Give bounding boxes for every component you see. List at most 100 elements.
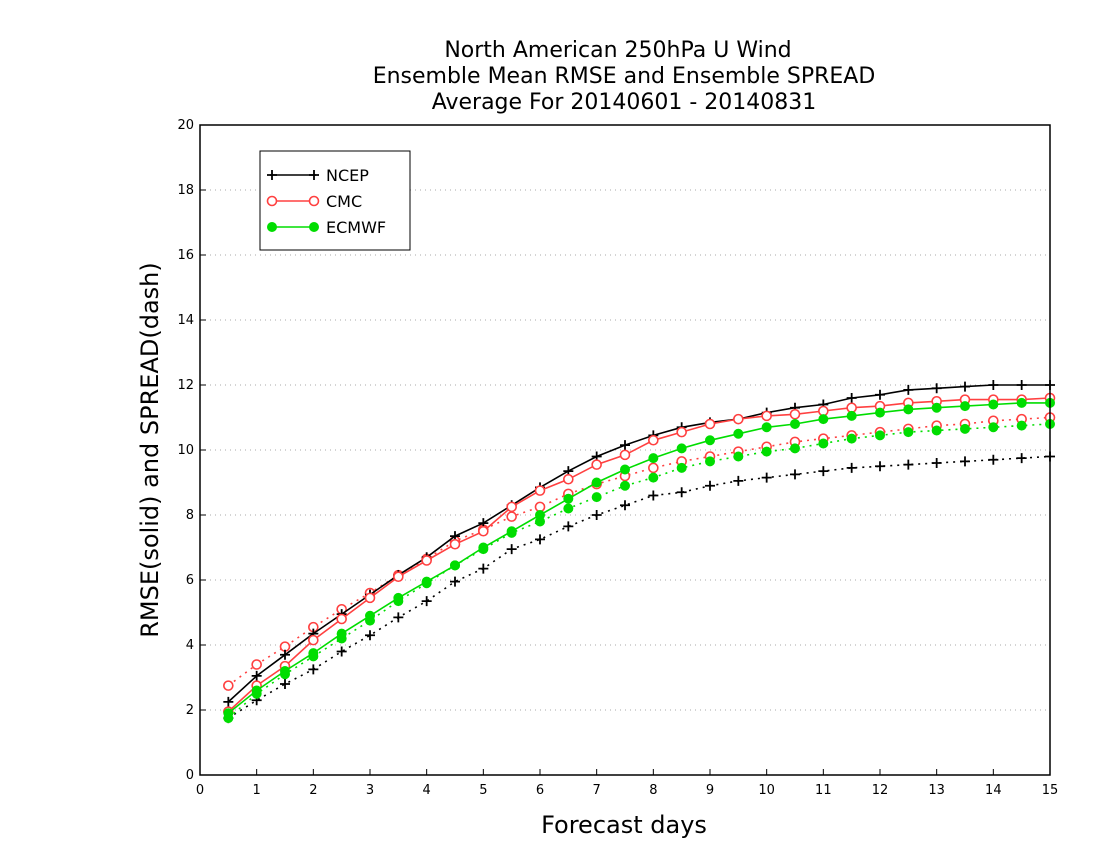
- point-ncep-rmse: [846, 393, 857, 403]
- point-ecmwf-rmse: [676, 443, 687, 454]
- y-tick-label: 0: [186, 768, 194, 783]
- x-tick-label: 12: [872, 783, 889, 798]
- point-ecmwf-rmse: [251, 685, 262, 696]
- point-ncep-rmse: [1016, 380, 1027, 390]
- line-ecmwf-spread: [227, 423, 1051, 719]
- point-ncep-spread: [591, 510, 602, 520]
- point-ncep-spread: [620, 500, 630, 511]
- line-ecmwf-rmse: [227, 402, 1050, 714]
- point-cmc-rmse: [421, 555, 432, 566]
- legend-label-ncep: NCEP: [326, 166, 369, 185]
- point-ecmwf-spread: [705, 456, 715, 467]
- x-tick-label: 3: [366, 783, 374, 798]
- x-tick-label: 7: [593, 783, 601, 798]
- x-tick-label: 10: [758, 783, 775, 798]
- point-cmc-rmse: [733, 413, 744, 425]
- point-ncep-spread: [790, 469, 800, 480]
- legend-marker-cmc: [266, 195, 278, 207]
- title-line-3: Average For 20140601 - 20140831: [432, 90, 817, 115]
- point-ecmwf-rmse: [818, 414, 829, 425]
- point-ncep-spread: [818, 466, 829, 477]
- y-tick-label: 20: [177, 118, 194, 133]
- series-cmc-rmse: [223, 392, 1056, 717]
- point-ncep-rmse: [931, 383, 942, 394]
- point-ecmwf-rmse: [620, 464, 630, 475]
- point-ecmwf-spread: [960, 423, 970, 434]
- series-group: [223, 380, 1056, 724]
- legend-marker-cmc: [308, 195, 320, 207]
- point-ncep-rmse: [903, 384, 914, 395]
- x-tick-label: 15: [1042, 783, 1059, 798]
- point-ecmwf-rmse: [478, 542, 489, 553]
- series-ncep-spread: [223, 451, 1055, 724]
- point-cmc-rmse: [534, 485, 546, 496]
- y-tick-label: 4: [186, 638, 194, 653]
- point-ecmwf-spread: [591, 492, 602, 503]
- x-tick-label: 13: [928, 783, 945, 798]
- point-ecmwf-rmse: [790, 419, 800, 429]
- point-ecmwf-rmse: [960, 401, 970, 412]
- legend-marker-ecmwf: [309, 222, 319, 232]
- x-tick-label: 14: [985, 783, 1002, 798]
- point-ncep-spread: [648, 490, 659, 501]
- point-ncep-spread: [733, 475, 744, 486]
- series-ecmwf-spread: [223, 419, 1055, 724]
- point-ncep-rmse: [280, 649, 290, 660]
- legend-marker-ncep: [267, 170, 277, 180]
- point-ecmwf-rmse: [591, 477, 602, 488]
- point-ecmwf-rmse: [931, 402, 942, 413]
- point-ecmwf-rmse: [280, 666, 290, 676]
- point-ecmwf-spread: [563, 503, 574, 514]
- point-ecmwf-spread: [648, 472, 659, 483]
- series-ecmwf-rmse: [223, 397, 1055, 719]
- point-ecmwf-rmse: [563, 493, 574, 504]
- point-ecmwf-spread: [1016, 420, 1027, 431]
- x-tick-label: 9: [706, 783, 714, 798]
- point-ncep-spread: [931, 458, 942, 468]
- point-ncep-spread: [308, 664, 319, 675]
- line-cmc-spread: [227, 416, 1051, 687]
- line-cmc-rmse: [227, 397, 1051, 713]
- point-ecmwf-rmse: [705, 435, 715, 446]
- point-ecmwf-rmse: [393, 592, 404, 603]
- legend-label-cmc: CMC: [326, 192, 362, 211]
- x-tick-label: 8: [649, 783, 657, 798]
- x-tick-label: 11: [815, 783, 832, 798]
- point-ecmwf-spread: [676, 462, 687, 473]
- point-cmc-spread: [251, 659, 262, 670]
- point-cmc-rmse: [478, 525, 489, 537]
- point-ecmwf-spread: [846, 433, 857, 444]
- point-ncep-spread: [960, 456, 970, 467]
- point-ncep-spread: [846, 462, 857, 473]
- point-cmc-rmse: [393, 571, 404, 583]
- point-ecmwf-rmse: [988, 399, 999, 410]
- x-tick-label: 2: [309, 783, 317, 798]
- point-ecmwf-rmse: [875, 407, 885, 418]
- series-ncep-rmse: [223, 380, 1055, 707]
- point-cmc-rmse: [506, 501, 517, 513]
- title-line-2: Ensemble Mean RMSE and Ensemble SPREAD: [373, 64, 876, 89]
- y-tick-label: 14: [177, 313, 194, 328]
- point-cmc-rmse: [364, 592, 376, 604]
- point-ecmwf-rmse: [308, 648, 319, 659]
- legend-label-ecmwf: ECMWF: [326, 218, 386, 237]
- point-ncep-spread: [705, 480, 715, 491]
- point-cmc-rmse: [591, 459, 602, 470]
- y-tick-label: 6: [186, 573, 194, 588]
- point-ecmwf-rmse: [506, 526, 517, 537]
- point-ncep-spread: [676, 487, 687, 498]
- x-tick-label: 6: [536, 783, 544, 798]
- point-ncep-spread: [393, 612, 404, 623]
- point-ecmwf-rmse: [336, 628, 347, 639]
- point-ecmwf-rmse: [733, 428, 744, 439]
- point-ecmwf-spread: [818, 438, 829, 449]
- point-ecmwf-rmse: [648, 453, 659, 464]
- point-ncep-rmse: [251, 670, 262, 681]
- point-ncep-spread: [1016, 453, 1027, 464]
- point-cmc-spread: [223, 680, 234, 691]
- point-ncep-spread: [421, 596, 432, 607]
- point-ncep-spread: [450, 576, 460, 587]
